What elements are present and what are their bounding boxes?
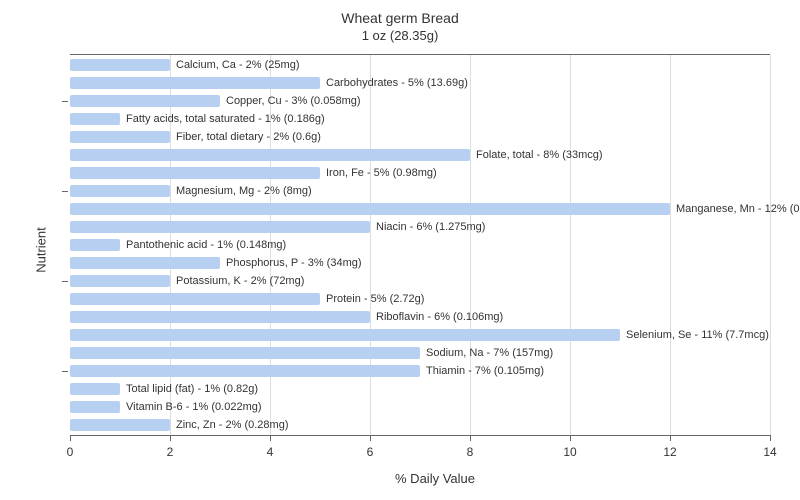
y-axis-title: Nutrient (33, 227, 48, 273)
bar (70, 167, 320, 179)
bar (70, 59, 170, 71)
bar (70, 239, 120, 251)
x-tick-label: 2 (167, 445, 174, 459)
x-tick-label: 10 (563, 445, 576, 459)
bar-label: Protein - 5% (2.72g) (320, 292, 424, 307)
x-tick (270, 435, 271, 441)
x-tick (170, 435, 171, 441)
bar-label: Thiamin - 7% (0.105mg) (420, 364, 544, 379)
bar (70, 419, 170, 431)
bar (70, 401, 120, 413)
bar-label: Calcium, Ca - 2% (25mg) (170, 58, 299, 73)
x-tick-label: 6 (367, 445, 374, 459)
bar-label: Fatty acids, total saturated - 1% (0.186… (120, 112, 325, 127)
bar-label: Magnesium, Mg - 2% (8mg) (170, 184, 312, 199)
gridline (370, 55, 371, 435)
y-tick (62, 101, 68, 102)
bar-label: Niacin - 6% (1.275mg) (370, 220, 485, 235)
bar-label: Fiber, total dietary - 2% (0.6g) (170, 130, 321, 145)
x-tick (670, 435, 671, 441)
bar (70, 149, 470, 161)
bar-label: Riboflavin - 6% (0.106mg) (370, 310, 503, 325)
x-tick-label: 14 (763, 445, 776, 459)
x-tick-label: 12 (663, 445, 676, 459)
bar-label: Zinc, Zn - 2% (0.28mg) (170, 418, 288, 433)
y-tick (62, 191, 68, 192)
bar (70, 221, 370, 233)
chart-container: Wheat germ Bread 1 oz (28.35g) Nutrient … (0, 0, 800, 500)
bar-label: Iron, Fe - 5% (0.98mg) (320, 166, 437, 181)
bar (70, 113, 120, 125)
bar (70, 347, 420, 359)
bar-label: Total lipid (fat) - 1% (0.82g) (120, 382, 258, 397)
chart-subtitle: 1 oz (28.35g) (0, 28, 800, 43)
bar (70, 185, 170, 197)
y-tick (62, 371, 68, 372)
gridline (670, 55, 671, 435)
bar (70, 383, 120, 395)
x-tick (770, 435, 771, 441)
bar (70, 77, 320, 89)
chart-title: Wheat germ Bread (0, 10, 800, 26)
bar (70, 203, 670, 215)
bar-label: Carbohydrates - 5% (13.69g) (320, 76, 468, 91)
bar-label: Vitamin B-6 - 1% (0.022mg) (120, 400, 262, 415)
x-tick (470, 435, 471, 441)
plot-area: 02468101214Calcium, Ca - 2% (25mg)Carboh… (70, 54, 770, 436)
bar (70, 311, 370, 323)
bar (70, 95, 220, 107)
bar-label: Folate, total - 8% (33mcg) (470, 148, 603, 163)
bar (70, 275, 170, 287)
bar (70, 329, 620, 341)
bar-label: Selenium, Se - 11% (7.7mcg) (620, 328, 769, 343)
bar-label: Pantothenic acid - 1% (0.148mg) (120, 238, 286, 253)
gridline (570, 55, 571, 435)
x-axis-title: % Daily Value (35, 471, 800, 486)
x-tick-label: 8 (467, 445, 474, 459)
bar-label: Potassium, K - 2% (72mg) (170, 274, 304, 289)
bar (70, 293, 320, 305)
bar-label: Sodium, Na - 7% (157mg) (420, 346, 553, 361)
bar (70, 365, 420, 377)
bar-label: Copper, Cu - 3% (0.058mg) (220, 94, 361, 109)
x-tick (70, 435, 71, 441)
bar (70, 257, 220, 269)
bar-label: Manganese, Mn - 12% (0.240mg) (670, 202, 800, 217)
bar-label: Phosphorus, P - 3% (34mg) (220, 256, 362, 271)
x-tick-label: 4 (267, 445, 274, 459)
x-tick (370, 435, 371, 441)
x-tick-label: 0 (67, 445, 74, 459)
bar (70, 131, 170, 143)
gridline (770, 55, 771, 435)
y-tick (62, 281, 68, 282)
x-tick (570, 435, 571, 441)
